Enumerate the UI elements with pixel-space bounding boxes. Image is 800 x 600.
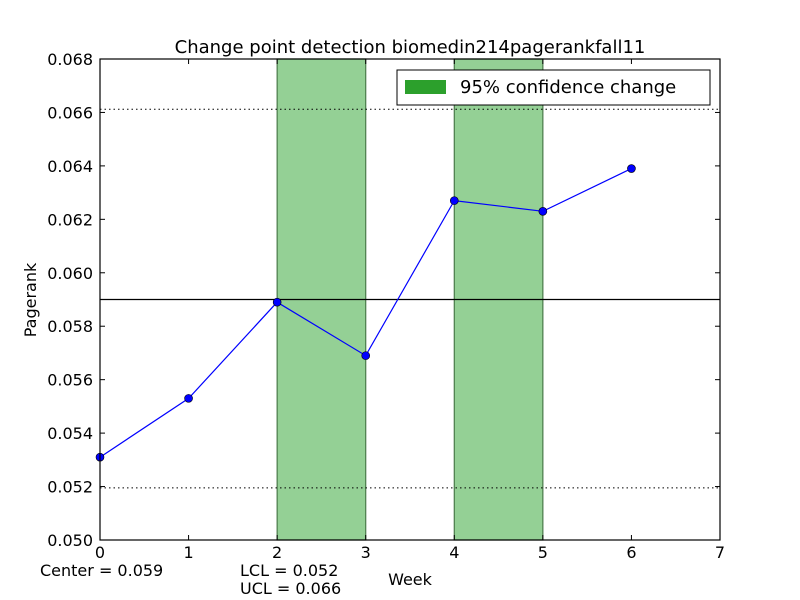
y-tick-label: 0.060 xyxy=(47,264,93,283)
chart-title: Change point detection biomedin214pagera… xyxy=(175,37,646,58)
plot-frame xyxy=(99,58,721,541)
y-tick-label: 0.050 xyxy=(47,531,93,550)
ucl-value-label: UCL = 0.066 xyxy=(240,579,342,598)
data-point-week-5 xyxy=(538,207,548,216)
data-point-week-4 xyxy=(449,196,459,205)
y-tick-label: 0.054 xyxy=(47,424,93,443)
y-tick-label: 0.066 xyxy=(47,103,93,122)
x-tick-label: 6 xyxy=(626,543,636,562)
data-point-week-1 xyxy=(184,394,193,403)
data-point-week-2 xyxy=(272,297,282,307)
center-value-label: Center = 0.059 xyxy=(40,561,164,580)
legend-swatch xyxy=(405,80,446,94)
data-point-week-6 xyxy=(627,164,636,173)
x-tick-label: 0 xyxy=(95,543,105,562)
y-tick-label: 0.058 xyxy=(47,317,93,336)
x-tick-label: 7 xyxy=(715,543,725,562)
y-tick-label: 0.064 xyxy=(47,157,93,176)
x-tick-label: 3 xyxy=(361,543,371,562)
x-tick-label: 5 xyxy=(538,543,548,562)
x-tick-label: 2 xyxy=(272,543,282,562)
lcl-value-label: LCL = 0.052 xyxy=(240,561,339,580)
y-tick-label: 0.056 xyxy=(47,371,93,390)
plot-area: 0 1 2 3 4 5 6 7 0.050 0.052 0.054 0.056 0.058 0.060 0.… xyxy=(47,50,725,562)
legend: 95% confidence change xyxy=(396,69,711,106)
legend-label: 95% confidence change xyxy=(460,77,676,98)
data-point-week-3 xyxy=(361,351,371,360)
x-tick-label: 1 xyxy=(183,543,193,562)
x-tick-label: 4 xyxy=(449,543,459,562)
y-tick-label: 0.062 xyxy=(47,210,93,229)
y-tick-label: 0.052 xyxy=(47,478,93,497)
y-axis-label: Pagerank xyxy=(21,262,40,337)
y-tick-label: 0.068 xyxy=(47,50,93,69)
x-axis-label: Week xyxy=(388,570,433,589)
legend-box xyxy=(396,69,711,106)
